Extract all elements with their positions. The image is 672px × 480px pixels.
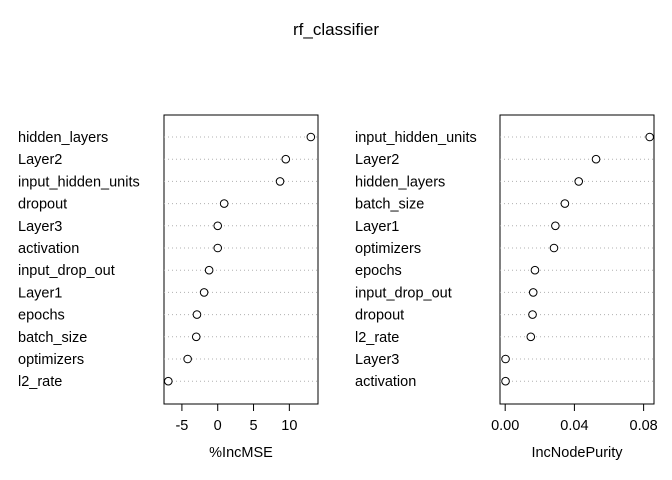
data-point <box>163 376 173 386</box>
data-point <box>213 243 223 253</box>
data-point <box>191 332 201 342</box>
data-point <box>183 354 192 364</box>
category-label: dropout <box>355 308 404 324</box>
category-label: Layer2 <box>355 152 399 168</box>
category-label: batch_size <box>18 330 87 346</box>
panel-1: hidden_layers Layer2 input_hidden_unitsdro… <box>18 114 319 461</box>
data-point <box>281 154 291 164</box>
category-label: Layer2 <box>18 152 62 168</box>
data-point <box>199 288 209 297</box>
category-label: input_hidden_units <box>18 174 140 190</box>
category-label: hidden_layers <box>355 174 445 190</box>
category-label: l2_rate <box>355 330 399 346</box>
data-point <box>574 177 584 186</box>
data-point <box>591 154 601 164</box>
data-point <box>551 221 560 231</box>
data-point <box>192 310 202 319</box>
chart-title: rf_classifier <box>293 20 379 39</box>
category-label: batch_size <box>355 197 424 213</box>
category-label: l2_rate <box>18 374 62 390</box>
data-point <box>645 132 654 142</box>
x-tick-label: 5 <box>249 418 257 434</box>
data-point <box>501 354 510 364</box>
category-label: input_hidden_units <box>355 130 477 146</box>
category-label: epochs <box>18 308 65 324</box>
x-tick-label: 0.08 <box>630 418 658 434</box>
category-label: input_drop_out <box>18 263 115 279</box>
data-point <box>306 132 316 142</box>
x-tick-label: 0.04 <box>560 418 588 434</box>
x-tick-label: -5 <box>175 418 188 434</box>
category-label: optimizers <box>355 241 421 257</box>
category-label: hidden_layers <box>18 130 108 146</box>
category-label: optimizers <box>18 352 84 368</box>
panel-2: input_hidden_units Layer2 hidden_layersbat… <box>355 114 658 461</box>
category-label: dropout <box>18 197 67 213</box>
category-label: Layer3 <box>18 219 62 235</box>
data-point <box>526 332 536 342</box>
data-point <box>275 177 285 186</box>
category-label: Layer3 <box>355 352 399 368</box>
x-tick-label: 0.00 <box>491 418 519 434</box>
category-label: activation <box>18 241 79 257</box>
category-label: epochs <box>355 263 402 279</box>
x-axis-label: IncNodePurity <box>531 445 623 461</box>
category-label: Layer1 <box>355 219 399 235</box>
data-point <box>560 199 570 208</box>
data-point <box>530 265 540 275</box>
category-label: input_drop_out <box>355 285 452 301</box>
category-label: activation <box>355 374 416 390</box>
data-point <box>549 243 559 253</box>
data-point <box>219 199 229 208</box>
data-point <box>204 265 214 275</box>
plot-frame <box>499 114 655 405</box>
data-point <box>528 288 538 297</box>
category-label: Layer1 <box>18 285 62 301</box>
x-axis-label: %IncMSE <box>209 445 273 461</box>
x-tick-label: 0 <box>214 418 222 434</box>
data-point <box>213 221 223 231</box>
data-point <box>528 310 537 319</box>
x-tick-label: 10 <box>281 418 297 434</box>
data-point <box>501 376 510 386</box>
